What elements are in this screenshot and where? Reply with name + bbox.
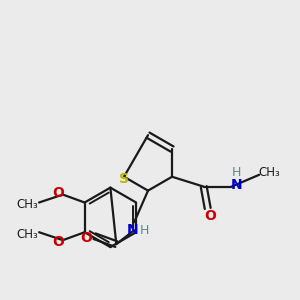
- Text: CH₃: CH₃: [16, 198, 38, 211]
- Text: H: H: [140, 224, 149, 237]
- Text: N: N: [126, 223, 138, 237]
- Text: N: N: [231, 178, 242, 192]
- Text: H: H: [232, 166, 241, 179]
- Text: O: O: [81, 231, 92, 245]
- Text: CH₃: CH₃: [258, 166, 280, 179]
- Text: S: S: [119, 172, 129, 186]
- Text: O: O: [204, 209, 216, 224]
- Text: O: O: [52, 235, 64, 249]
- Text: O: O: [52, 186, 64, 200]
- Text: CH₃: CH₃: [16, 228, 38, 241]
